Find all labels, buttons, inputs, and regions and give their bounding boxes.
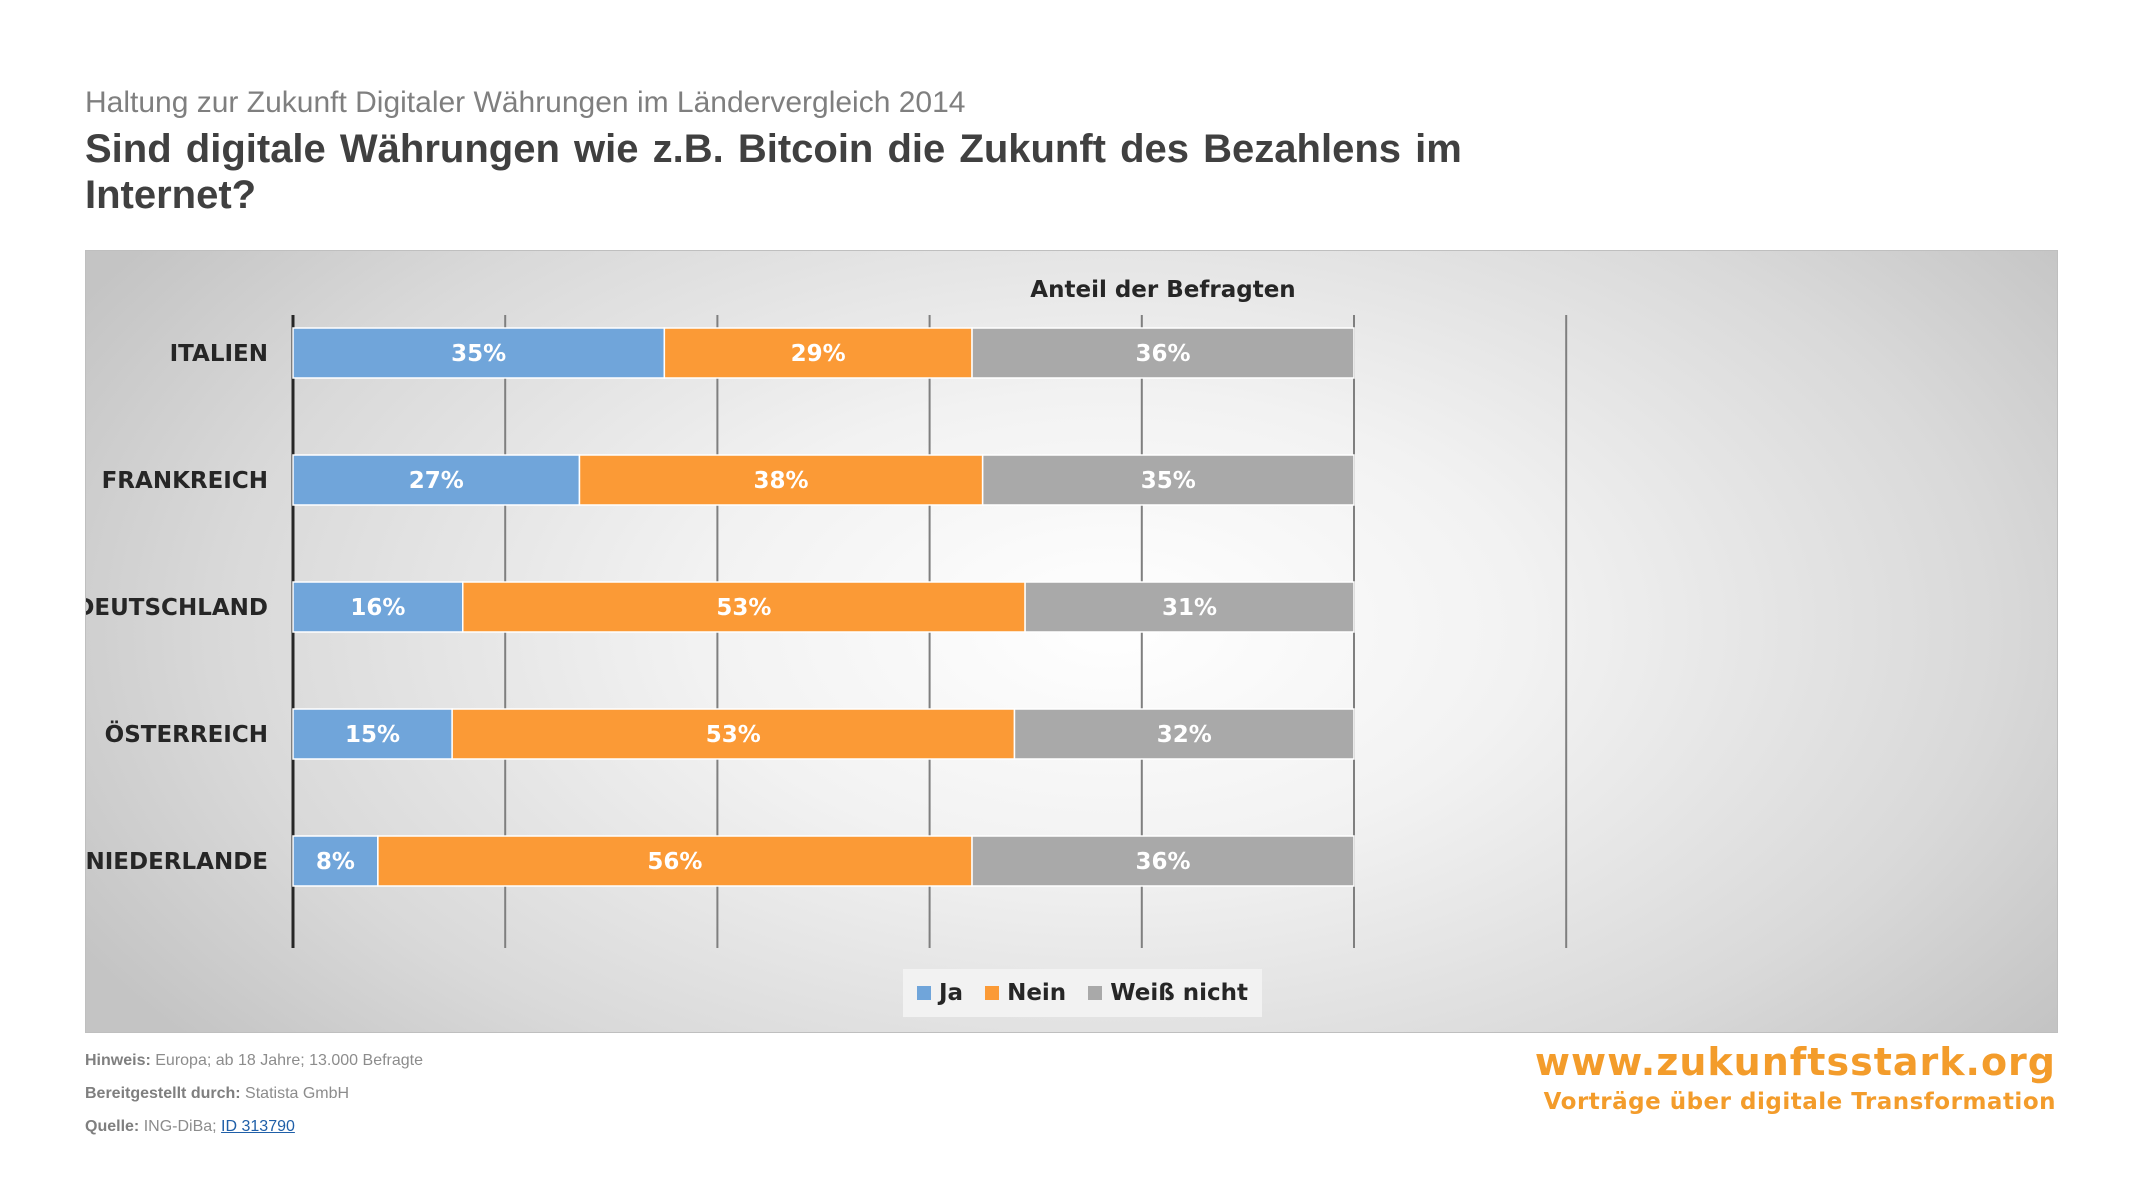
category-label: NIEDERLANDE [86,849,268,875]
chart-panel: Anteil der Befragten 35% 29% 36% 27% 38% 35% 1… [85,250,2058,1033]
bar-segment-ja[interactable] [292,835,379,887]
data-label: 32% [1157,722,1212,748]
category-label: ÖSTERREICH [105,720,268,748]
bar-segment-weiß-nicht[interactable] [971,327,1355,379]
bar-chart: Anteil der Befragten 35% 29% 36% 27% 38% 35% 1… [86,277,1568,948]
bar-segment-nein[interactable] [377,835,973,887]
brand-tagline: Vorträge über digitale Transformation [1543,1089,2056,1115]
data-label: 36% [1135,341,1190,367]
bar-segment-weiß-nicht[interactable] [1013,708,1355,760]
note-hinweis-text: Europa; ab 18 Jahre; 13.000 Befragte [155,1052,423,1069]
bar-segment-weiß-nicht[interactable] [981,454,1355,506]
chart-title: Anteil der Befragten [1030,277,1295,303]
data-label: 15% [345,722,400,748]
data-label: 35% [451,341,506,367]
bar-segment-nein[interactable] [578,454,984,506]
note-bereitgestellt-label: Bereitgestellt durch: [85,1085,241,1102]
bar-segment-nein[interactable] [451,708,1016,760]
data-label: 53% [706,722,761,748]
note-quelle-label: Quelle: [85,1118,140,1135]
data-label: 8% [316,849,355,875]
legend-label-nein: Nein [1007,980,1067,1006]
category-label: FRANKREICH [102,468,268,494]
legend-item-nein[interactable]: Nein [985,980,1066,1006]
chart-subtitle: Haltung zur Zukunft Digitaler Währungen … [85,86,966,119]
bar-segment-weiß-nicht[interactable] [1024,581,1355,633]
legend-item-weiss-nicht[interactable]: Weiß nicht [1088,980,1248,1006]
note-quelle-text: ING-DiBa; [143,1118,217,1135]
brand-url[interactable]: www.zukunftsstark.org [1534,1040,2056,1084]
bar-segment-nein[interactable] [663,327,973,379]
legend-label-weiss-nicht: Weiß nicht [1110,980,1249,1006]
bar-segment-weiß-nicht[interactable] [971,835,1355,887]
data-label: 29% [791,341,846,367]
legend-swatch-weiss-nicht [1088,986,1103,1000]
legend-swatch-nein [985,986,1000,1000]
data-label: 36% [1135,849,1190,875]
legend-item-ja[interactable]: Ja [917,980,963,1006]
bar-segment-ja[interactable] [292,327,666,379]
category-labels: ITALIEN FRANKREICH DEUTSCHLAND ÖSTERREICH NI… [86,341,268,875]
note-quelle: Quelle: ING-DiBa; ID 313790 [85,1110,423,1143]
legend-label-ja: Ja [939,980,964,1006]
category-label: DEUTSCHLAND [86,595,268,621]
source-id-link[interactable]: ID 313790 [221,1118,295,1135]
data-label: 38% [754,468,809,494]
source-notes: Hinweis: Europa; ab 18 Jahre; 13.000 Bef… [85,1044,423,1143]
bars: 35% 29% 36% 27% 38% 35% 16% 53% 31% 15% 53% 32% 8% 56… [292,327,1355,887]
note-bereitgestellt-text: Statista GmbH [245,1085,350,1102]
note-hinweis: Hinweis: Europa; ab 18 Jahre; 13.000 Bef… [85,1044,423,1077]
category-label: ITALIEN [170,341,268,367]
legend-swatch-ja [917,986,931,1000]
data-label: 16% [350,595,405,621]
data-label: 53% [716,595,771,621]
data-label: 27% [409,468,464,494]
chart-legend: Ja Nein Weiß nicht [903,969,1263,1017]
data-label: 31% [1162,595,1217,621]
chart-question-title: Sind digitale Währungen wie z.B. Bitcoin… [85,127,1462,217]
data-label: 56% [647,849,702,875]
note-bereitgestellt: Bereitgestellt durch: Statista GmbH [85,1077,423,1110]
data-label: 35% [1141,468,1196,494]
bar-segment-ja[interactable] [292,454,581,506]
note-hinweis-label: Hinweis: [85,1052,151,1069]
